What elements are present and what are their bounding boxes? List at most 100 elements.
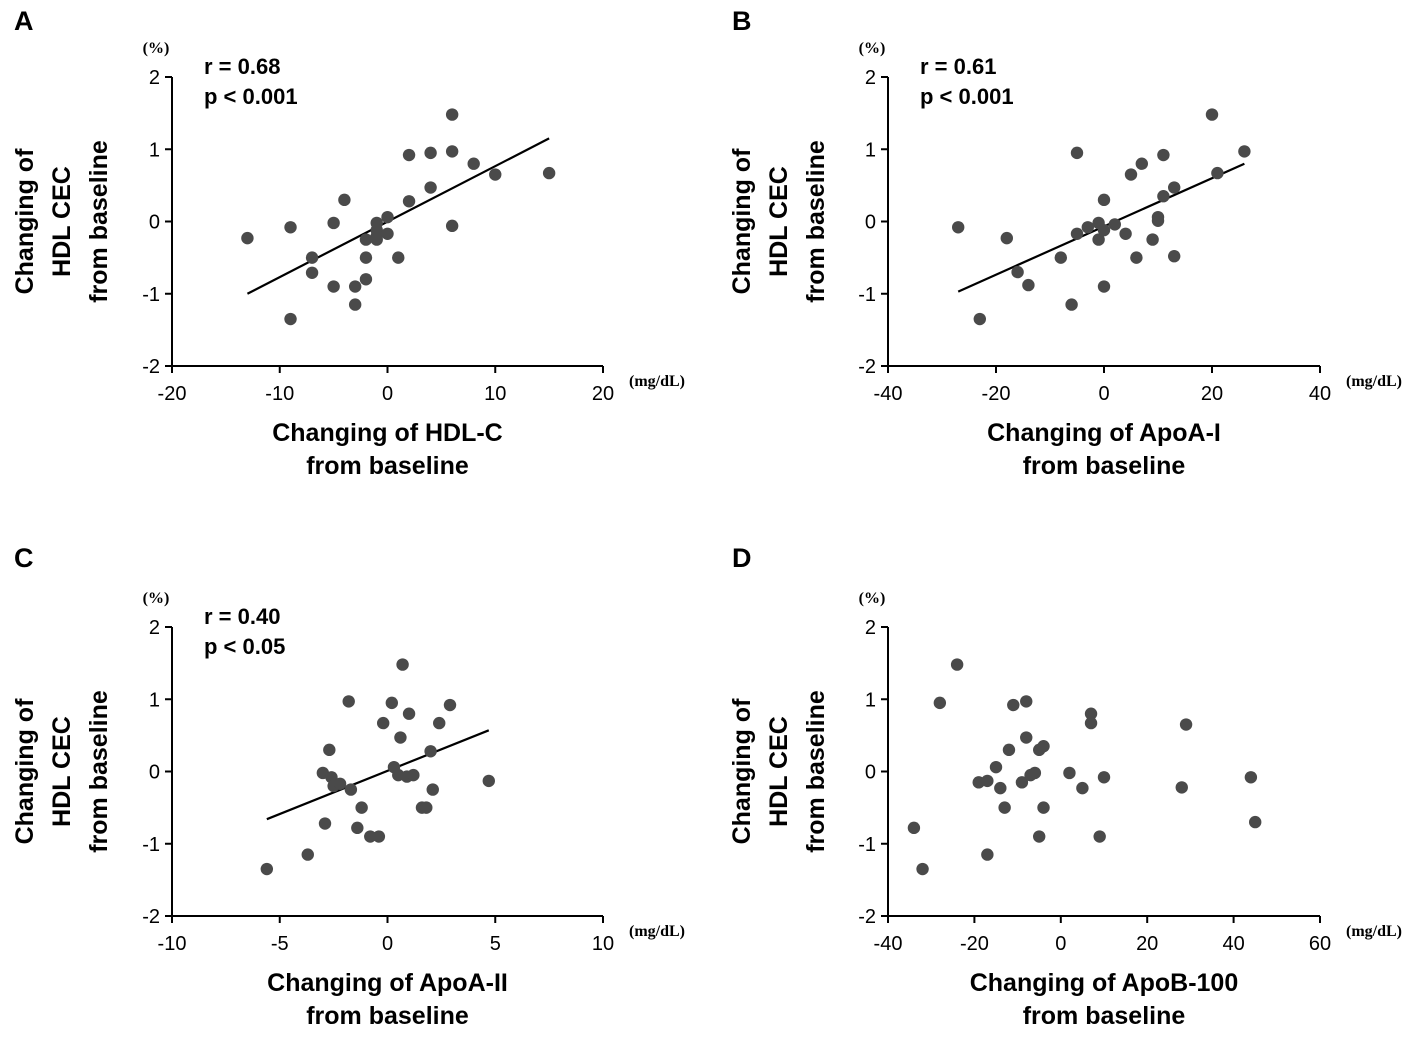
panel-b-stat-annotation: r = 0.61 (920, 54, 996, 79)
panel-c-x-tick-label: 0 (382, 933, 393, 955)
panel-d-data-point (916, 862, 929, 876)
panel-c-data-point (323, 743, 336, 757)
panel-a-y-axis-title: from baseline (85, 140, 113, 303)
panel-b-data-point (1168, 181, 1181, 194)
panel-d-data-point (1007, 698, 1020, 712)
panel-a-data-point (359, 233, 373, 246)
panel-a-y-tick-label: 0 (149, 212, 160, 234)
panel-b-data-point (1157, 190, 1170, 203)
panel-a-y-tick-label: 2 (149, 67, 160, 89)
panel-a-data-point (445, 108, 459, 121)
panel-d-data-point (981, 848, 994, 861)
panel-d-y-tick-label: 1 (865, 689, 876, 711)
panel-c-data-point (372, 830, 386, 843)
panel-c-x-tick-label: -10 (158, 933, 187, 955)
panel-b-y-tick-label: -1 (858, 284, 876, 306)
panel-c-stat-annotation: r = 0.40 (204, 604, 280, 629)
panel-c-data-point (482, 774, 495, 788)
panel-b-y-tick-label: 2 (865, 67, 876, 89)
panel-a-x-tick-label: 20 (592, 383, 614, 405)
panel-c-x-tick-label: 10 (592, 933, 614, 955)
panel-d-data-point (1020, 695, 1033, 708)
panel-c-data-point (394, 731, 407, 744)
panel-d-data-point (1002, 743, 1016, 757)
panel-b-x-tick-label: 20 (1201, 383, 1223, 405)
panel-b-data-point (1119, 227, 1132, 240)
panel-d-data-point (1175, 781, 1188, 794)
panel-a-data-point (359, 273, 373, 286)
panel-c-y-tick-label: 1 (149, 689, 160, 711)
panel-d-x-tick-label: 60 (1309, 933, 1331, 955)
panel-d-data-point (998, 801, 1011, 814)
panel-c-data-point (318, 817, 332, 830)
panel-d-x-axis-title: Changing of ApoB-100 (970, 969, 1239, 997)
panel-a-stat-annotation: p < 0.001 (204, 84, 298, 109)
panel-a-data-point (445, 145, 459, 158)
panel-a-regression-line (246, 137, 550, 295)
panel-a-data-point (305, 251, 319, 264)
panel-b-data-point (1124, 168, 1138, 181)
panel-a-y-axis-title: HDL CEC (48, 166, 76, 277)
panel-d-data-point (1244, 771, 1258, 784)
panel-b-data-point (973, 312, 986, 326)
panel-b-data-point (1070, 227, 1084, 240)
panel-a-data-point (348, 280, 362, 293)
panel-b-data-point (1108, 218, 1122, 231)
panel-b-x-tick-label: -20 (982, 383, 1011, 405)
panel-b-data-point (1157, 148, 1170, 162)
panel-c-x-unit: (mg/dL) (629, 923, 685, 940)
panel-a-data-point (284, 312, 297, 326)
panel-d-data-point (1093, 830, 1106, 843)
panel-a-x-tick-label: 10 (484, 383, 506, 405)
panel-c-x-axis-title: from baseline (306, 1002, 469, 1030)
panel-b-data-point (1081, 221, 1095, 234)
panel-a-y-tick-label: -2 (142, 356, 160, 378)
panel-d-data-point (1097, 771, 1111, 784)
panel-b-data-point (1238, 145, 1251, 158)
panel-c-x-tick-label: -5 (271, 933, 289, 955)
panel-c-y-unit: (%) (143, 590, 170, 607)
panel-b-x-unit: (mg/dL) (1346, 373, 1402, 390)
panel-a-stat-annotation: r = 0.68 (204, 54, 280, 79)
panel-d-group: D -2 -1 0 1 2 -40 -20 0 20 40 60 (%) (mg/dL) Changing … (728, 543, 1402, 1030)
panel-b-data-point (1000, 231, 1013, 245)
panel-d-y-tick-label: -1 (858, 834, 876, 856)
panel-c-data-point (385, 696, 399, 710)
panel-d-data-point (907, 821, 921, 835)
panel-b-data-point (1097, 223, 1111, 237)
panel-b-data-point (1135, 157, 1149, 170)
panel-a-data-point (241, 231, 254, 245)
panel-d-data-point (1249, 815, 1262, 829)
panel-b-x-tick-label: 40 (1309, 383, 1331, 405)
panel-c-data-point (376, 716, 390, 730)
panel-c-regression-line (266, 729, 490, 821)
panel-d-x-unit: (mg/dL) (1346, 923, 1402, 940)
panel-b-y-unit: (%) (859, 40, 886, 57)
panel-a-data-point (381, 210, 394, 224)
panel-d-data-point (933, 696, 947, 710)
panel-a-y-unit: (%) (143, 40, 170, 57)
panel-b-data-point (1130, 251, 1143, 264)
panel-b-y-axis-title: HDL CEC (765, 166, 793, 277)
panel-d-y-axis-title: HDL CEC (765, 716, 793, 827)
panel-c-data-point (344, 783, 358, 796)
panel-a-y-tick-label: 1 (149, 139, 160, 161)
panel-a-data-point (445, 219, 459, 233)
panel-a-x-tick-label: 0 (382, 383, 393, 405)
panel-a-letter: A (14, 6, 34, 36)
panel-a-data-point (467, 157, 480, 170)
panel-d-data-point (994, 781, 1007, 795)
panel-b-x-tick-label: -40 (874, 383, 903, 405)
panel-a-data-point (338, 193, 351, 207)
panel-d-x-tick-label: 0 (1055, 933, 1066, 955)
panel-d-data-point (1179, 718, 1193, 731)
panel-a-data-point (327, 280, 340, 293)
panel-c-x-tick-label: 5 (490, 933, 501, 955)
panel-c-data-point (342, 695, 355, 708)
panel-c-data-point (433, 716, 446, 730)
panel-c-stat-annotation: p < 0.05 (204, 634, 285, 659)
panel-b-x-tick-label: 0 (1098, 383, 1109, 405)
panel-b-data-point (1151, 214, 1165, 227)
panel-a-data-point (381, 227, 394, 240)
